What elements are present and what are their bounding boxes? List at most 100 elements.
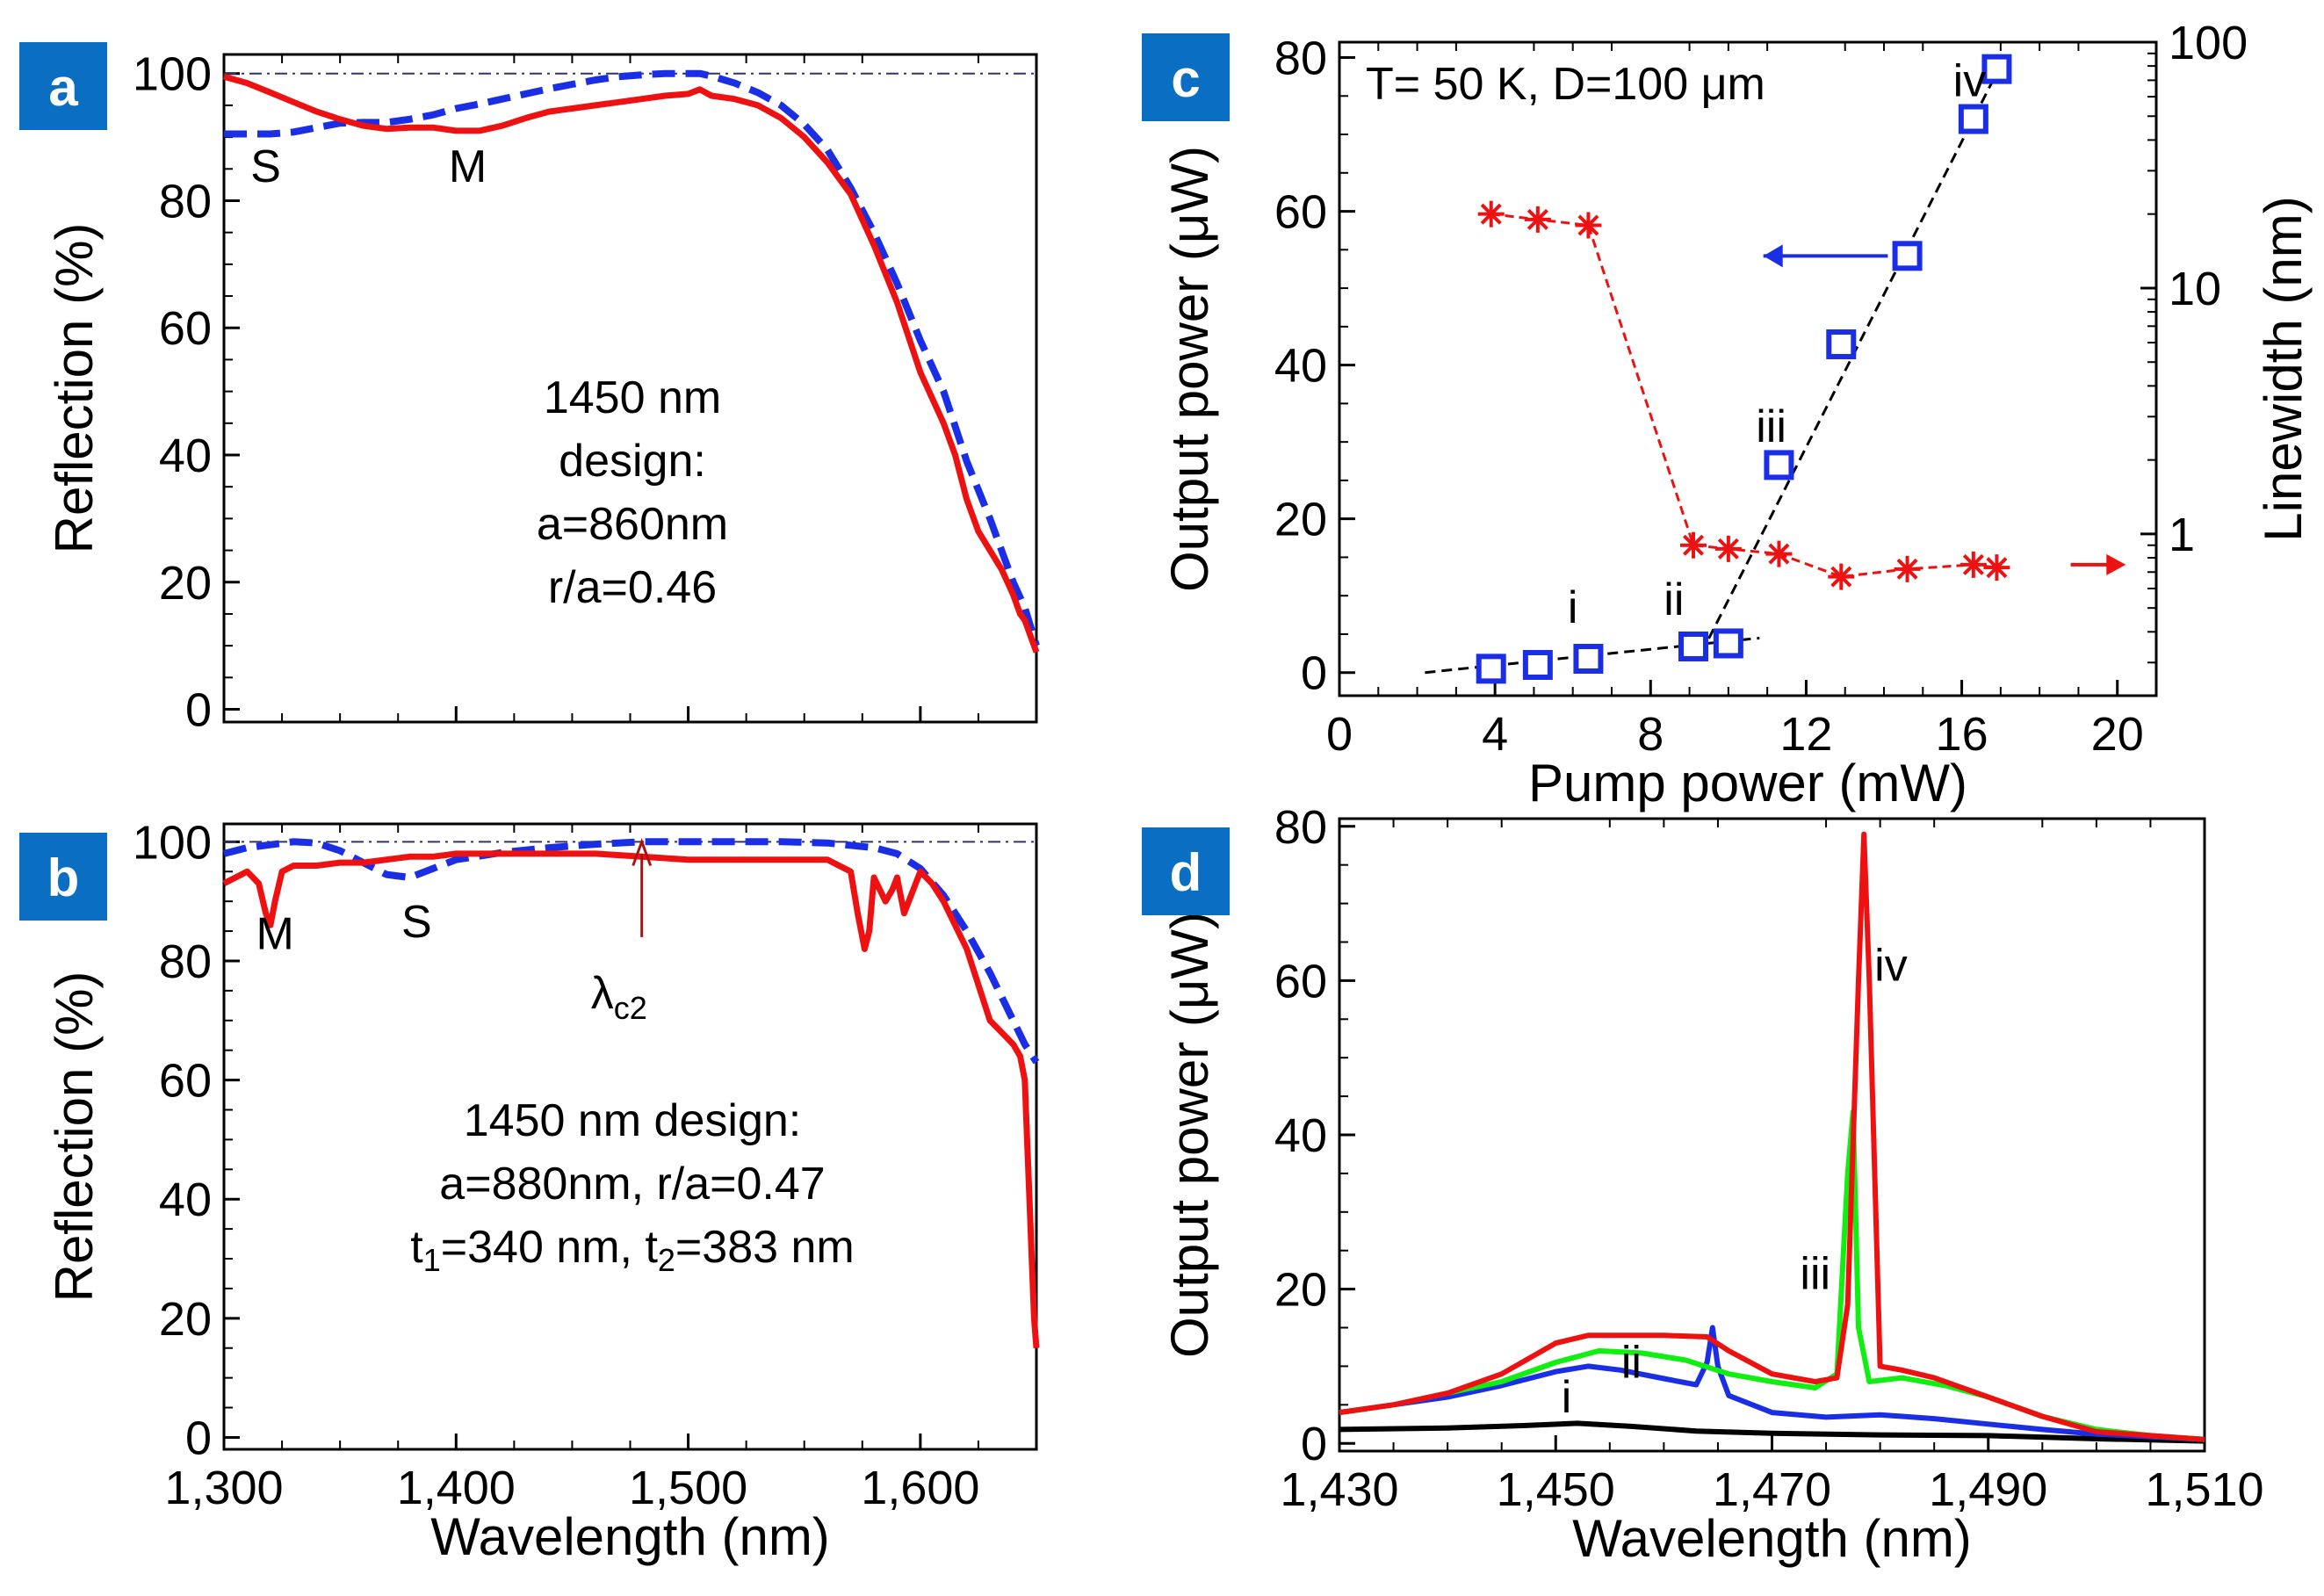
y-tick-label: 0 (185, 1412, 212, 1464)
x-tick-label: 1,490 (1929, 1463, 2047, 1516)
right-axis-arrow-head (2106, 553, 2126, 575)
series-simulated (224, 69, 1040, 647)
y-tick-label: 60 (159, 302, 212, 355)
spectrum-ii (1339, 1325, 2205, 1442)
panel-c: 0 20 40 60 80 0 4 8 12 16 20 Output power (μW) Pump … (1142, 17, 2313, 812)
y-tick-label: 60 (159, 1055, 212, 1108)
spectrum-i (1339, 1420, 2205, 1444)
x-tick-label: 1,500 (629, 1462, 747, 1514)
y-tick-label: 100 (133, 48, 212, 101)
spectrum-iii (1339, 1109, 2205, 1442)
spectrum-iv (1339, 831, 2205, 1442)
annotation-i: i (1568, 582, 1578, 633)
asterisk-stroke (1768, 543, 1790, 565)
output-power-point (1678, 631, 1708, 661)
x-tick-label: 0 (1326, 708, 1353, 761)
annotation-iii: iii (1756, 401, 1786, 452)
linewidth-point (1575, 212, 1602, 239)
panel-badge-bg (19, 833, 107, 921)
series-simulated (223, 838, 1040, 1065)
y-tick-label: 0 (1301, 1418, 1327, 1470)
y-axis-label: Output power (μW) (1160, 912, 1219, 1358)
linewidth-point (1680, 531, 1707, 559)
y-tick-label: 60 (1274, 186, 1327, 239)
y-tick-label: 0 (185, 684, 212, 737)
y-axis-label: Output power (μW) (1160, 146, 1219, 592)
output-power-point (1826, 329, 1857, 359)
plot-frame (1338, 40, 2158, 697)
y2-tick-label: 1 (2169, 509, 2195, 561)
x-tick-label: 16 (1936, 708, 1988, 761)
output-power-point (1958, 104, 1988, 134)
annotation-S: S (250, 141, 281, 192)
asterisk-stroke (1577, 214, 1599, 236)
panel-a: 0 20 40 60 80 100 Reflection (%) S M 1450 nm desig… (19, 42, 1040, 737)
output-power-point (1573, 643, 1604, 674)
x-tick-label: 1,450 (1497, 1463, 1615, 1516)
condition-label: T= 50 K, D=100 μm (1366, 59, 1765, 110)
linewidth-point (1960, 551, 1987, 578)
asterisk-stroke (1962, 553, 1984, 575)
x-tick-label: 8 (1637, 708, 1664, 761)
y-tick-label: 80 (159, 175, 212, 227)
y-tick-label: 80 (1274, 32, 1327, 85)
panel-badge-letter: c (1171, 49, 1200, 108)
subscript: c2 (614, 990, 647, 1026)
output-power-point (1522, 649, 1553, 680)
asterisk-stroke (1830, 566, 1852, 588)
linewidth-point (1894, 555, 1921, 582)
x-tick-label: 1,300 (164, 1462, 283, 1514)
output-power-point (1892, 241, 1923, 271)
linewidth-point (1524, 206, 1551, 233)
panel-badge-bg (19, 42, 107, 130)
y2-tick-label: 100 (2169, 17, 2248, 69)
text-run: =340 nm, t (441, 1222, 659, 1273)
y-axis-label: Reflection (%) (45, 223, 104, 554)
series-measured (223, 73, 1040, 654)
panel-badge-b: b (19, 833, 107, 921)
asterisk-stroke (1480, 203, 1502, 225)
asterisk-stroke (1986, 557, 2008, 579)
y-tick-label: 40 (159, 1174, 212, 1226)
x-tick-label: 1,510 (2145, 1463, 2263, 1516)
panel-badge-letter: d (1170, 843, 1202, 902)
annotation-M: M (449, 141, 487, 192)
linewidth-point (1983, 554, 2010, 581)
annotation-ii: ii (1664, 574, 1684, 625)
x-tick-label: 1,470 (1713, 1463, 1831, 1516)
design-text-line: r/a=0.46 (548, 562, 717, 613)
y-tick-label: 20 (1274, 494, 1327, 546)
y2-axis-label: Linewidth (nm) (2254, 196, 2313, 542)
annotation-i: i (1562, 1372, 1572, 1423)
annotation-iv: iv (1953, 55, 1987, 106)
linewidth-point (1714, 535, 1742, 562)
output-power-point (1476, 654, 1506, 684)
y-axis-label: Reflection (%) (45, 971, 104, 1303)
design-text-line: t1=340 nm, t2=383 nm (410, 1222, 854, 1278)
asterisk-stroke (1717, 538, 1739, 560)
panel-badge-bg (1142, 827, 1230, 915)
plot-frame (1338, 817, 2206, 1453)
x-tick-label: 12 (1779, 708, 1832, 761)
output-power-point (1713, 628, 1743, 659)
y-tick-label: 20 (1274, 1264, 1327, 1317)
x-tick-label: 1,600 (861, 1462, 979, 1514)
panel-badge-letter: b (47, 849, 80, 907)
x-tick-label: 1,430 (1280, 1463, 1398, 1516)
annotation-M: M (256, 908, 293, 959)
design-text-line: 1450 nm (544, 372, 721, 423)
design-text-line: 1450 nm design: (464, 1095, 802, 1146)
panel-badge-c: c (1142, 33, 1230, 121)
annotation-S: S (401, 897, 432, 948)
left-axis-arrow-head (1763, 244, 1783, 268)
x-axis-label: Wavelength (nm) (1572, 1509, 1972, 1568)
panel-badge-a: a (19, 42, 107, 130)
panel-b: 0 20 40 60 80 100 1,300 1,400 1,500 1,600 Reflecti… (19, 816, 1040, 1566)
asterisk-stroke (1896, 558, 1918, 580)
annotation-iii: iii (1800, 1249, 1830, 1300)
panel-badge-d: d (1142, 827, 1230, 915)
y-tick-label: 20 (159, 1293, 212, 1346)
annotation-ii: ii (1621, 1338, 1642, 1389)
y-tick-label: 60 (1274, 955, 1327, 1007)
